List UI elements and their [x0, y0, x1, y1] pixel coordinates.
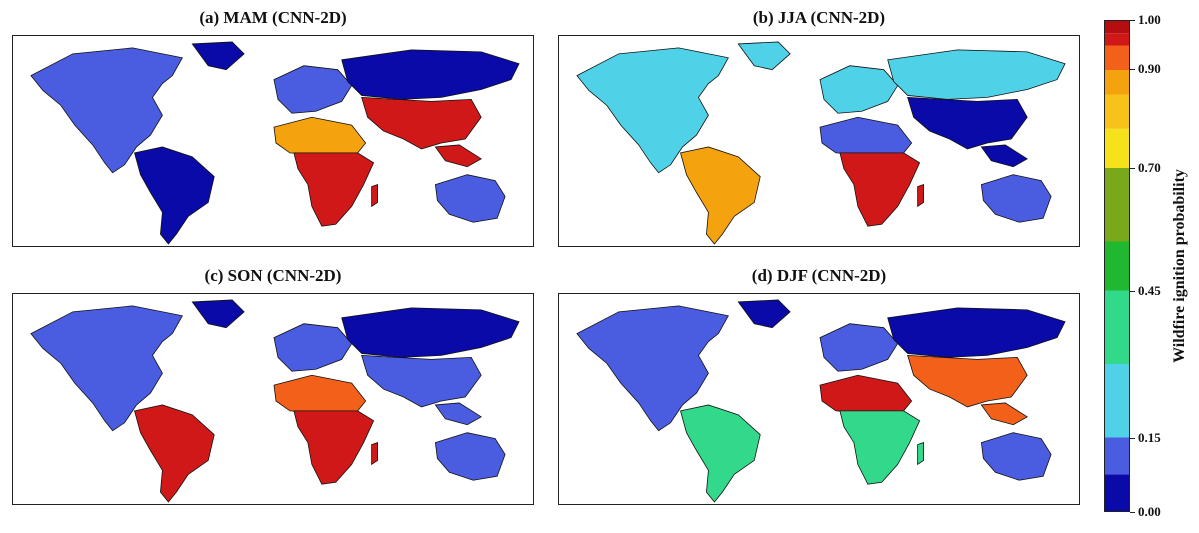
panel-title-c: (c) SON (CNN-2D) — [204, 266, 342, 285]
region-north-america — [576, 305, 729, 432]
region-africa-north — [819, 374, 913, 414]
region-asia-north — [341, 49, 520, 100]
region-africa-south — [293, 410, 375, 485]
region-africa-south — [839, 410, 921, 485]
map-panel-jja — [558, 35, 1080, 247]
region-south-america — [134, 404, 215, 503]
region-africa-north — [273, 374, 367, 414]
world-map — [30, 299, 520, 503]
world-map — [30, 41, 520, 245]
map-panel-mam — [12, 35, 534, 247]
region-madagascar — [371, 442, 378, 466]
colorbar-tick-label: 0.15 — [1138, 430, 1161, 446]
colorbar-segment — [1105, 290, 1129, 365]
colorbar-segment — [1105, 437, 1129, 475]
colorbar-tick-mark — [1130, 438, 1135, 440]
colorbar-tick-mark — [1130, 290, 1135, 292]
colorbar-segment — [1105, 128, 1129, 168]
region-greenland — [191, 299, 245, 329]
colorbar-segment — [1105, 21, 1129, 34]
colorbar-segment — [1105, 94, 1129, 129]
region-north-america — [30, 305, 183, 432]
colorbar-segment — [1105, 45, 1129, 70]
region-asia-south — [907, 354, 1028, 408]
region-europe — [819, 323, 899, 372]
region-north-america — [576, 47, 729, 174]
region-greenland — [737, 299, 791, 329]
region-southeast-asia — [980, 144, 1028, 168]
region-southeast-asia — [434, 144, 482, 168]
colorbar-label: Wildfire ignition probability — [1171, 169, 1188, 363]
colorbar-tick-mark — [1130, 167, 1135, 169]
colorbar — [1104, 20, 1130, 512]
region-southeast-asia — [434, 402, 482, 426]
region-madagascar — [371, 184, 378, 208]
region-asia-north — [341, 307, 520, 358]
region-madagascar — [917, 442, 924, 466]
panel-title-a: (a) MAM (CNN-2D) — [199, 8, 347, 27]
region-europe — [273, 323, 353, 372]
region-north-america — [30, 47, 183, 174]
region-europe — [819, 65, 899, 114]
region-madagascar — [917, 184, 924, 208]
region-south-america — [680, 404, 761, 503]
colorbar-tick-label: 1.00 — [1138, 12, 1161, 27]
region-australia — [980, 174, 1052, 223]
region-africa-north — [273, 116, 367, 156]
colorbar-segment — [1105, 33, 1129, 46]
panel-title-b: (b) JJA (CNN-2D) — [752, 8, 886, 27]
world-map — [576, 41, 1066, 245]
colorbar-segment — [1105, 474, 1129, 511]
region-southeast-asia — [980, 402, 1028, 426]
colorbar-segment — [1105, 364, 1129, 438]
colorbar-segment — [1105, 241, 1129, 291]
region-africa-north — [819, 116, 913, 156]
colorbar-tick-label: 0.70 — [1138, 159, 1161, 175]
colorbar-tick-label: 0.00 — [1138, 504, 1161, 519]
region-south-america — [134, 146, 215, 245]
map-panel-djf — [558, 293, 1080, 505]
colorbar-segment — [1105, 70, 1129, 95]
region-asia-south — [907, 96, 1028, 150]
region-africa-south — [839, 152, 921, 227]
colorbar-tick-mark — [1130, 512, 1135, 513]
region-africa-south — [293, 152, 375, 227]
region-asia-south — [361, 354, 482, 408]
panel-title-d: (d) DJF (CNN-2D) — [751, 266, 887, 285]
colorbar-tick-mark — [1130, 69, 1135, 71]
map-panel-son — [12, 293, 534, 505]
colorbar-tick-mark — [1130, 20, 1135, 21]
colorbar-tick-label: 0.90 — [1138, 61, 1161, 77]
region-greenland — [191, 41, 245, 71]
region-europe — [273, 65, 353, 114]
region-australia — [980, 432, 1052, 481]
region-asia-north — [887, 307, 1066, 358]
region-asia-north — [887, 49, 1066, 100]
region-south-america — [680, 146, 761, 245]
region-greenland — [737, 41, 791, 71]
region-australia — [434, 174, 506, 223]
region-asia-south — [361, 96, 482, 150]
region-australia — [434, 432, 506, 481]
world-map — [576, 299, 1066, 503]
colorbar-tick-label: 0.45 — [1138, 282, 1161, 298]
colorbar-segment — [1105, 168, 1129, 242]
